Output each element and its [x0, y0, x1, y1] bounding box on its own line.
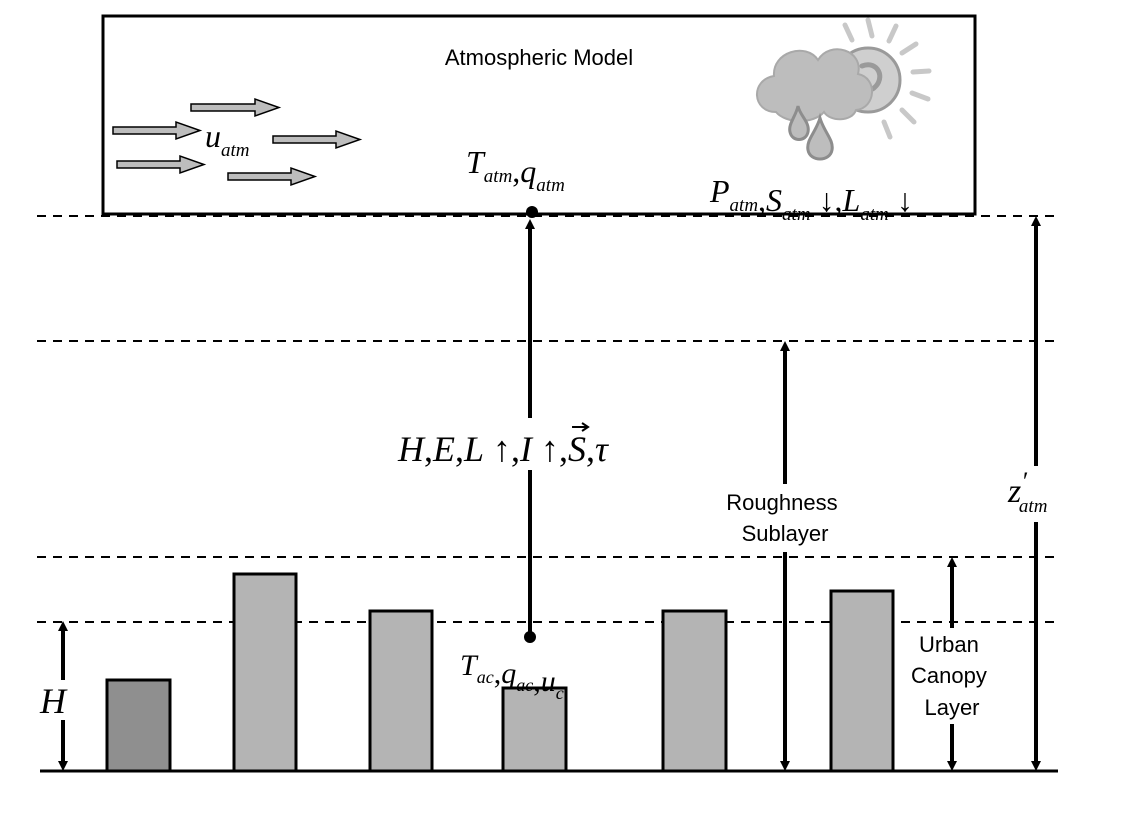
building: [368, 609, 434, 773]
wind-speed-label: uatm: [205, 118, 250, 161]
urban-canopy-layer-label: Urban Canopy Layer: [911, 632, 993, 720]
forcing-height-label-background: [1006, 466, 1070, 522]
wind-arrow: [272, 129, 363, 150]
wind-arrows: [112, 97, 363, 187]
atmospheric-forcing-label: Patm,Satm ↓,Latm ↓: [709, 173, 913, 225]
building-height-label: H: [39, 681, 68, 721]
wind-arrow: [227, 166, 318, 187]
forcing-height-label: z′ atm: [1007, 467, 1047, 517]
sun-cloud-rain-icon: [756, 17, 932, 161]
urban-canopy-label-background: [896, 628, 1008, 724]
roughness-label-background: [710, 484, 860, 552]
atmospheric-model-title: Atmospheric Model: [445, 45, 633, 70]
building: [105, 678, 172, 773]
surface-flux-label: H,E,L ↑,I ↑,S,τ: [397, 429, 609, 469]
flux-label-background: [396, 418, 690, 470]
building: [829, 589, 895, 773]
buildings: [105, 572, 895, 773]
roughness-sublayer-label: Roughness Sublayer: [726, 490, 843, 546]
atmospheric-temperature-humidity-label: Tatm,qatm: [466, 144, 565, 196]
canopy-air-node: [524, 631, 536, 643]
building: [661, 609, 728, 773]
building-height-label-background: [38, 680, 78, 720]
building: [232, 572, 298, 773]
building: [501, 686, 568, 773]
wind-arrow: [112, 120, 203, 141]
vector-arrow-icon: [572, 422, 590, 432]
wind-arrow: [116, 154, 207, 175]
atmospheric-node: [526, 206, 538, 218]
canopy-air-label: Tac,qac,uc: [460, 649, 564, 703]
wind-arrow: [190, 97, 282, 118]
